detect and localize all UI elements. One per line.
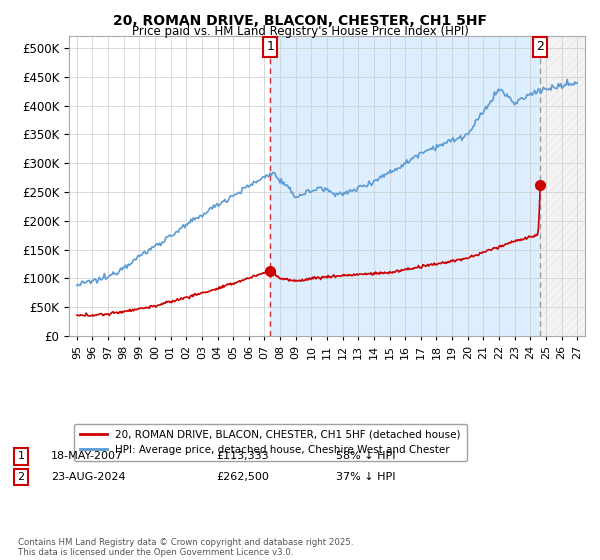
Text: 2: 2 (536, 40, 544, 53)
Text: Price paid vs. HM Land Registry's House Price Index (HPI): Price paid vs. HM Land Registry's House … (131, 25, 469, 38)
Text: 20, ROMAN DRIVE, BLACON, CHESTER, CH1 5HF: 20, ROMAN DRIVE, BLACON, CHESTER, CH1 5H… (113, 14, 487, 28)
Legend: 20, ROMAN DRIVE, BLACON, CHESTER, CH1 5HF (detached house), HPI: Average price, : 20, ROMAN DRIVE, BLACON, CHESTER, CH1 5H… (74, 423, 467, 461)
Bar (270, 36, 541, 336)
Text: 58% ↓ HPI: 58% ↓ HPI (336, 451, 395, 461)
Bar (541, 36, 585, 336)
Text: 1: 1 (266, 40, 274, 53)
Text: 1: 1 (17, 451, 25, 461)
Text: 23-AUG-2024: 23-AUG-2024 (51, 472, 125, 482)
Text: £262,500: £262,500 (216, 472, 269, 482)
Text: Contains HM Land Registry data © Crown copyright and database right 2025.
This d: Contains HM Land Registry data © Crown c… (18, 538, 353, 557)
Text: 2: 2 (17, 472, 25, 482)
Text: 18-MAY-2007: 18-MAY-2007 (51, 451, 123, 461)
Text: £113,333: £113,333 (216, 451, 269, 461)
Text: 37% ↓ HPI: 37% ↓ HPI (336, 472, 395, 482)
